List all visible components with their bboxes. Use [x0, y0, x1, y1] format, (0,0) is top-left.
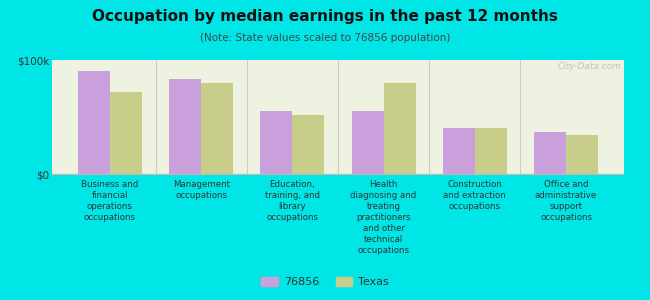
Bar	[475, 128, 507, 174]
Bar	[352, 111, 384, 174]
Bar	[110, 92, 142, 174]
Bar	[78, 71, 110, 174]
Legend: 76856, Texas: 76856, Texas	[257, 272, 393, 291]
Text: (Note: State values scaled to 76856 population): (Note: State values scaled to 76856 popu…	[200, 33, 450, 43]
Bar	[201, 83, 233, 174]
Text: City-Data.com: City-Data.com	[557, 62, 621, 71]
Bar	[534, 132, 566, 174]
Bar	[169, 80, 201, 174]
Text: Occupation by median earnings in the past 12 months: Occupation by median earnings in the pas…	[92, 9, 558, 24]
Bar	[261, 111, 292, 174]
Bar	[384, 83, 415, 174]
Bar	[566, 135, 598, 174]
Bar	[443, 128, 475, 174]
Bar	[292, 115, 324, 174]
